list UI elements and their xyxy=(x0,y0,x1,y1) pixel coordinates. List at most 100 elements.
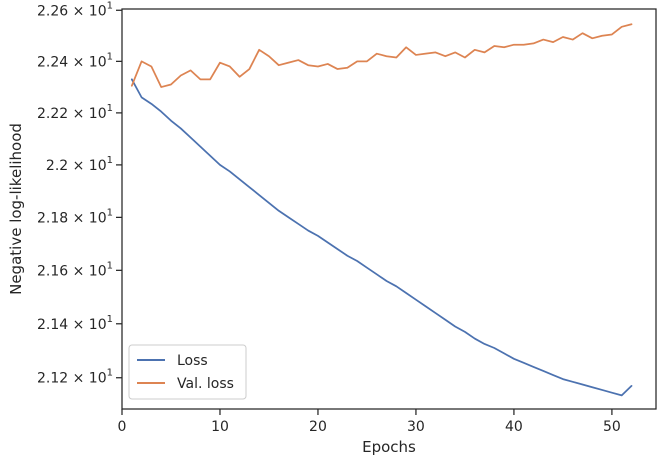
data-point-loss xyxy=(435,312,437,314)
data-point-val-loss xyxy=(131,85,133,87)
series-line-val-loss xyxy=(130,23,633,88)
data-point-val-loss xyxy=(180,75,182,77)
data-point-loss xyxy=(464,331,466,333)
data-point-val-loss xyxy=(591,37,593,39)
data-point-loss xyxy=(386,280,388,282)
data-point-loss xyxy=(307,230,309,232)
data-point-val-loss xyxy=(601,35,603,37)
data-point-val-loss xyxy=(337,68,339,70)
data-point-loss xyxy=(415,299,417,301)
y-axis-label: Negative log-likelihood xyxy=(7,123,25,295)
data-point-val-loss xyxy=(513,44,515,46)
data-point-loss xyxy=(542,370,544,372)
data-point-val-loss xyxy=(523,44,525,46)
data-point-val-loss xyxy=(376,53,378,55)
data-point-val-loss xyxy=(542,39,544,41)
data-point-val-loss xyxy=(454,51,456,53)
x-tick-label: 0 xyxy=(118,419,127,435)
data-point-loss xyxy=(601,389,603,391)
data-point-val-loss xyxy=(444,55,446,57)
x-tick-label: 10 xyxy=(211,419,229,435)
y-axis: 2.12 × 101 2.14 × 101 2.16 × 101 2.18 × 101… xyxy=(37,0,122,387)
data-point-loss xyxy=(444,319,446,321)
x-axis-label: Epochs xyxy=(362,438,416,456)
data-point-val-loss xyxy=(415,54,417,56)
data-point-loss xyxy=(150,103,152,105)
data-point-loss xyxy=(474,338,476,340)
plot-frame xyxy=(121,8,657,410)
y-tick-label: 2.14 × 101 xyxy=(37,314,113,333)
data-point-loss xyxy=(258,194,260,196)
data-point-loss xyxy=(552,374,554,376)
data-point-val-loss xyxy=(229,66,231,68)
data-point-val-loss xyxy=(170,84,172,86)
data-point-val-loss xyxy=(435,51,437,53)
y-tick-label: 2.12 × 101 xyxy=(37,368,113,387)
data-point-loss xyxy=(513,358,515,360)
data-point-val-loss xyxy=(239,76,241,78)
data-point-val-loss xyxy=(464,57,466,59)
data-point-loss xyxy=(170,120,172,122)
data-point-loss xyxy=(131,78,133,80)
data-point-loss xyxy=(180,128,182,130)
data-point-loss xyxy=(219,164,221,166)
y-tick-label: 2.2 × 101 xyxy=(46,155,113,174)
data-point-val-loss xyxy=(562,36,564,38)
data-point-val-loss xyxy=(327,63,329,65)
data-point-loss xyxy=(376,273,378,275)
data-point-val-loss xyxy=(366,60,368,62)
data-point-val-loss xyxy=(141,60,143,62)
data-point-loss xyxy=(395,285,397,287)
data-point-loss xyxy=(503,353,505,355)
data-point-loss xyxy=(190,137,192,139)
data-point-val-loss xyxy=(199,78,201,80)
data-point-val-loss xyxy=(268,55,270,57)
data-point-val-loss xyxy=(405,46,407,48)
data-point-val-loss xyxy=(484,51,486,53)
x-tick-label: 40 xyxy=(505,419,523,435)
data-point-val-loss xyxy=(425,53,427,55)
x-tick-label: 30 xyxy=(407,419,425,435)
data-point-loss xyxy=(621,394,623,396)
data-point-loss xyxy=(533,366,535,368)
data-point-val-loss xyxy=(493,45,495,47)
data-point-val-loss xyxy=(307,64,309,66)
data-point-val-loss xyxy=(572,39,574,41)
data-point-loss xyxy=(346,255,348,257)
data-point-loss xyxy=(484,343,486,345)
data-point-loss xyxy=(425,305,427,307)
data-point-loss xyxy=(356,260,358,262)
legend-label-loss: Loss xyxy=(177,353,208,369)
data-point-val-loss xyxy=(278,64,280,66)
data-point-loss xyxy=(248,186,250,188)
data-point-loss xyxy=(493,347,495,349)
y-tick-label: 2.24 × 101 xyxy=(37,51,113,70)
data-point-loss xyxy=(297,223,299,225)
data-point-loss xyxy=(141,96,143,98)
data-point-loss xyxy=(582,384,584,386)
data-point-loss xyxy=(337,248,339,250)
legend: Loss Val. loss xyxy=(128,344,247,400)
y-tick-label: 2.26 × 101 xyxy=(37,0,113,19)
data-point-loss xyxy=(631,385,633,387)
data-point-val-loss xyxy=(297,59,299,61)
data-point-loss xyxy=(317,235,319,237)
data-point-loss xyxy=(591,386,593,388)
data-point-val-loss xyxy=(190,69,192,71)
data-point-loss xyxy=(366,267,368,269)
data-point-val-loss xyxy=(395,57,397,59)
data-point-val-loss xyxy=(356,60,358,62)
data-point-loss xyxy=(454,326,456,328)
data-point-loss xyxy=(209,155,211,157)
data-point-val-loss xyxy=(631,23,633,25)
data-point-val-loss xyxy=(219,62,221,64)
data-point-loss xyxy=(562,378,564,380)
data-point-val-loss xyxy=(160,86,162,88)
data-point-loss xyxy=(239,178,241,180)
data-point-val-loss xyxy=(248,68,250,70)
data-point-loss xyxy=(229,171,231,173)
data-point-val-loss xyxy=(150,66,152,68)
x-tick-label: 50 xyxy=(603,419,621,435)
